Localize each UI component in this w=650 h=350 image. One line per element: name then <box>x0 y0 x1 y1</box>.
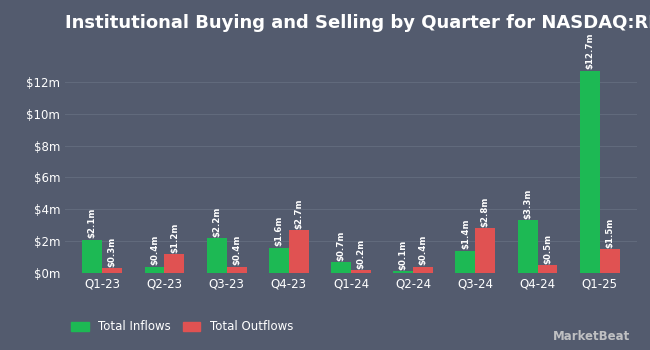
Bar <box>102 268 122 273</box>
Text: $0.3m: $0.3m <box>108 237 117 267</box>
Bar <box>289 230 309 273</box>
Text: $0.4m: $0.4m <box>419 235 428 265</box>
Bar <box>538 265 558 273</box>
Bar <box>164 254 185 273</box>
Bar <box>144 267 164 273</box>
Bar <box>83 239 102 273</box>
Legend: Total Inflows, Total Outflows: Total Inflows, Total Outflows <box>71 321 293 334</box>
Bar <box>475 229 495 273</box>
Text: $2.2m: $2.2m <box>212 206 221 237</box>
Bar <box>269 247 289 273</box>
Text: $2.8m: $2.8m <box>481 197 490 227</box>
Bar <box>393 271 413 273</box>
Text: MarketBeat: MarketBeat <box>553 330 630 343</box>
Text: $2.7m: $2.7m <box>294 198 304 229</box>
Bar <box>227 267 246 273</box>
Bar <box>331 262 351 273</box>
Bar <box>207 238 227 273</box>
Text: $1.4m: $1.4m <box>461 219 470 250</box>
Text: Institutional Buying and Selling by Quarter for NASDAQ:RFEM: Institutional Buying and Selling by Quar… <box>65 14 650 32</box>
Bar <box>600 249 619 273</box>
Bar <box>351 270 371 273</box>
Bar <box>580 71 600 273</box>
Text: $0.7m: $0.7m <box>337 230 346 260</box>
Bar <box>456 251 475 273</box>
Bar <box>517 220 538 273</box>
Text: $1.6m: $1.6m <box>274 216 283 246</box>
Bar <box>413 267 433 273</box>
Text: $2.1m: $2.1m <box>88 208 97 238</box>
Text: $1.2m: $1.2m <box>170 222 179 253</box>
Text: $0.2m: $0.2m <box>356 238 365 268</box>
Text: $12.7m: $12.7m <box>585 33 594 69</box>
Text: $0.1m: $0.1m <box>398 240 408 270</box>
Text: $0.4m: $0.4m <box>150 235 159 265</box>
Text: $0.4m: $0.4m <box>232 235 241 265</box>
Text: $1.5m: $1.5m <box>605 218 614 248</box>
Text: $0.5m: $0.5m <box>543 234 552 264</box>
Text: $3.3m: $3.3m <box>523 189 532 219</box>
